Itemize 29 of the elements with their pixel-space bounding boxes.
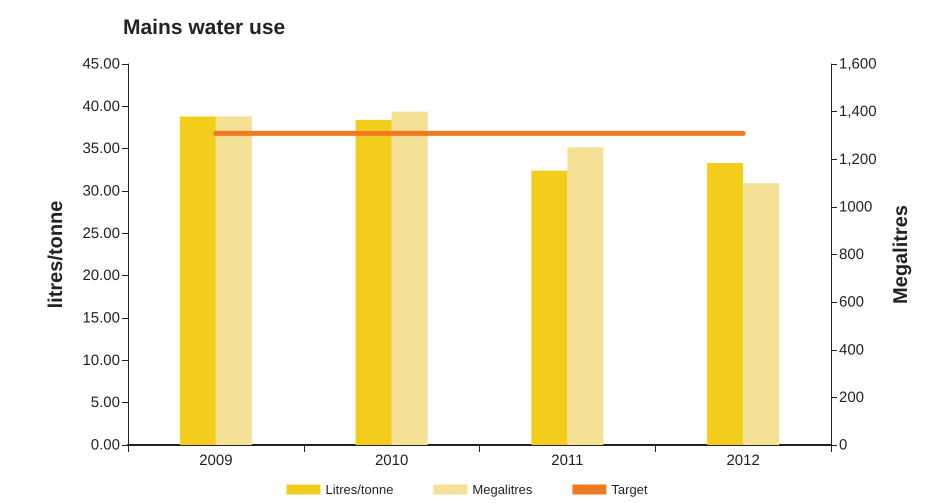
y2-tick-label: 200	[839, 388, 864, 406]
x-tick-label: 2009	[199, 452, 233, 469]
y-tick-label: 10.00	[82, 352, 120, 369]
x-tick-label: 2010	[374, 452, 408, 469]
y-tick-label: 5.00	[90, 394, 120, 412]
y2-tick-label: 1,400	[839, 103, 877, 120]
legend-label: Megalitres	[472, 482, 533, 497]
y-tick-label: 0.00	[90, 436, 120, 454]
y-tick-label: 40.00	[82, 98, 120, 115]
x-tick-label: 2011	[551, 452, 584, 469]
chart-title: Mains water use	[123, 16, 286, 39]
y-tick-label: 30.00	[82, 182, 120, 200]
y2-tick-label: 1000	[839, 198, 872, 216]
y2-tick-label: 1,200	[839, 150, 877, 168]
x-tick-label: 2012	[726, 452, 760, 469]
legend-label: Litres/tonne	[325, 482, 394, 497]
y-tick-label: 35.00	[82, 140, 120, 158]
y-tick-label: 15.00	[82, 310, 120, 326]
y2-tick-label: 800	[839, 246, 864, 263]
y-axis-title: litres/tonne	[45, 200, 67, 308]
y2-tick-label: 600	[839, 294, 864, 311]
y2-tick-label: 0	[839, 436, 848, 454]
y2-tick-label: 1,600	[839, 56, 877, 72]
y2-axis-title: Megalitres	[890, 205, 912, 304]
y-tick-label: 25.00	[82, 224, 120, 242]
y-tick-label: 20.00	[82, 267, 120, 284]
legend-label: Target	[611, 482, 648, 497]
y-tick-label: 45.00	[82, 56, 120, 72]
y2-tick-label: 400	[839, 341, 864, 358]
